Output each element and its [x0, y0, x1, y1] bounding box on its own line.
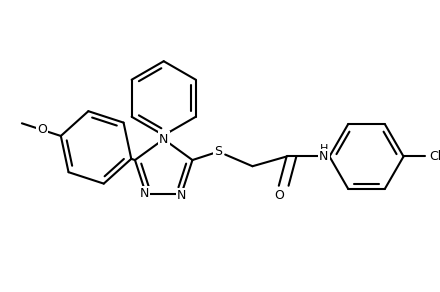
Text: S: S [214, 145, 222, 158]
Text: N: N [139, 187, 149, 200]
Text: N: N [319, 150, 328, 163]
Text: O: O [37, 124, 47, 136]
Text: Cl: Cl [429, 150, 440, 163]
Text: H: H [319, 144, 328, 154]
Text: N: N [177, 189, 186, 202]
Text: N: N [159, 133, 169, 146]
Text: O: O [274, 189, 284, 202]
